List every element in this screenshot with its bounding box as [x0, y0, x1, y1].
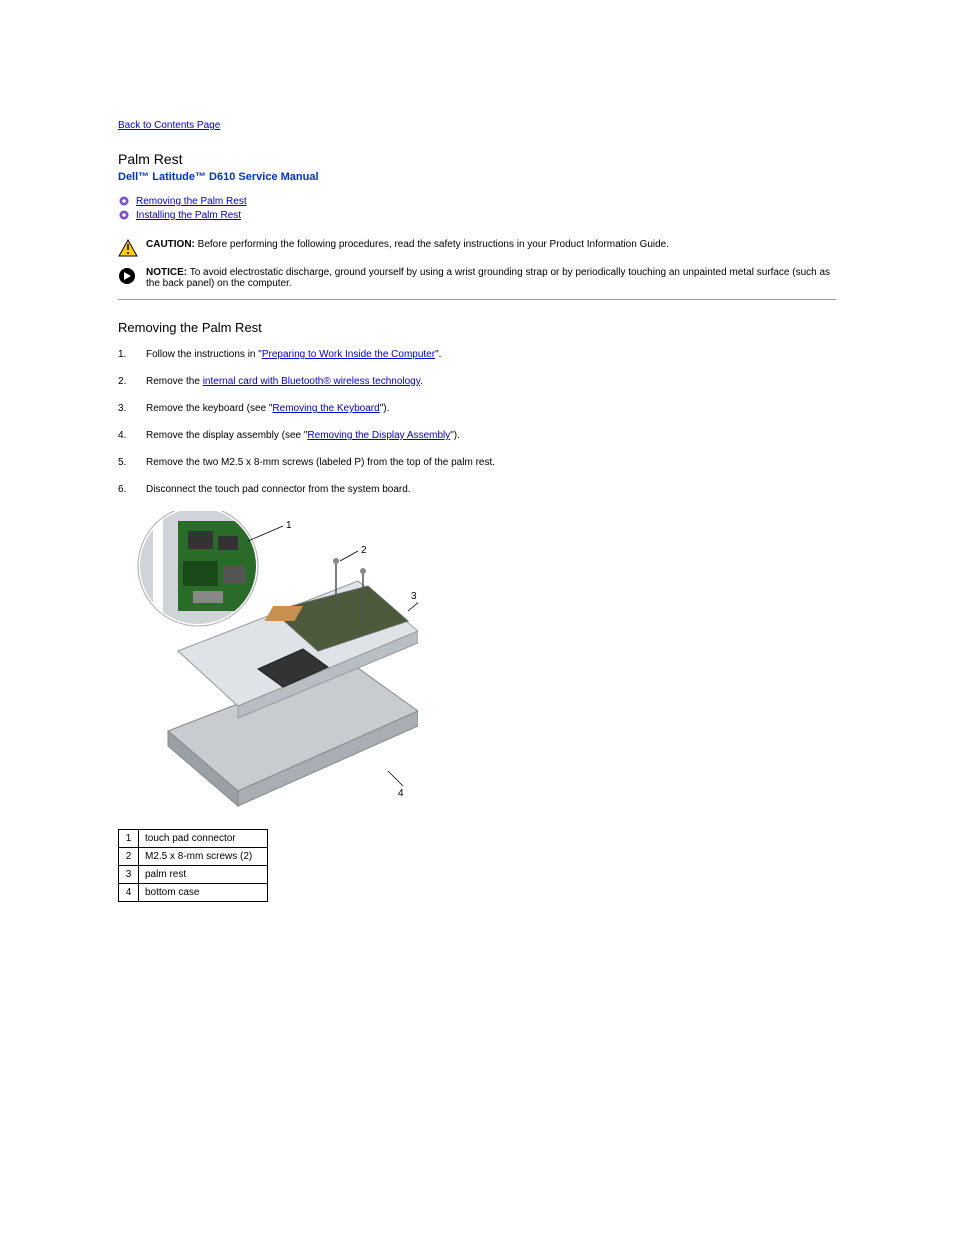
step-item: Follow the instructions in "Preparing to… — [118, 349, 836, 360]
svg-text:4: 4 — [398, 788, 404, 799]
table-row: 4 bottom case — [119, 884, 268, 902]
step-item: Remove the two M2.5 x 8-mm screws (label… — [118, 457, 836, 468]
page-title: Palm Rest — [118, 151, 836, 167]
removing-palm-rest-link[interactable]: Removing the Palm Rest — [136, 196, 247, 207]
section-link-list: Removing the Palm Rest Installing the Pa… — [118, 195, 836, 221]
step-link[interactable]: Preparing to Work Inside the Computer — [262, 349, 435, 360]
list-item: Removing the Palm Rest — [118, 195, 836, 207]
caution-notice: CAUTION: Before performing the following… — [118, 239, 836, 257]
svg-text:1: 1 — [286, 520, 292, 531]
step-link[interactable]: Removing the Keyboard — [272, 403, 379, 414]
palm-rest-diagram: 1 2 3 4 — [118, 511, 418, 811]
legend-label: M2.5 x 8-mm screws (2) — [139, 848, 268, 866]
table-row: 3 palm rest — [119, 866, 268, 884]
step-item: Remove the keyboard (see "Removing the K… — [118, 403, 836, 414]
notice-icon — [118, 267, 138, 285]
svg-text:3: 3 — [411, 591, 417, 602]
table-row: 1 touch pad connector — [119, 830, 268, 848]
installing-palm-rest-link[interactable]: Installing the Palm Rest — [136, 210, 241, 221]
legend-num: 3 — [119, 866, 139, 884]
legend-label: bottom case — [139, 884, 268, 902]
caution-body: Before performing the following procedur… — [195, 239, 669, 250]
step-link[interactable]: Removing the Display Assembly — [307, 430, 450, 441]
legend-table: 1 touch pad connector 2 M2.5 x 8-mm scre… — [118, 829, 268, 902]
back-to-contents-link[interactable]: Back to Contents Page — [118, 120, 836, 131]
step-item: Remove the display assembly (see "Removi… — [118, 430, 836, 441]
svg-text:2: 2 — [361, 545, 367, 556]
notice-body: To avoid electrostatic discharge, ground… — [146, 267, 830, 289]
step-item: Remove the internal card with Bluetooth®… — [118, 376, 836, 387]
divider — [118, 299, 836, 300]
list-item: Installing the Palm Rest — [118, 209, 836, 221]
legend-num: 4 — [119, 884, 139, 902]
legend-label: touch pad connector — [139, 830, 268, 848]
notice-block: NOTICE: To avoid electrostatic discharge… — [118, 267, 836, 289]
legend-num: 2 — [119, 848, 139, 866]
step-link[interactable]: internal card with Bluetooth® wireless t… — [203, 376, 420, 387]
table-row: 2 M2.5 x 8-mm screws (2) — [119, 848, 268, 866]
caution-icon — [118, 239, 138, 257]
caution-label: CAUTION: — [146, 239, 195, 250]
bullet-icon — [118, 209, 130, 221]
notice-label: NOTICE: — [146, 267, 187, 278]
caution-text: CAUTION: Before performing the following… — [146, 239, 836, 250]
bullet-icon — [118, 195, 130, 207]
manual-subtitle: Dell™ Latitude™ D610 Service Manual — [118, 171, 836, 183]
steps-list: Follow the instructions in "Preparing to… — [118, 349, 836, 495]
section-heading: Removing the Palm Rest — [118, 320, 836, 335]
legend-num: 1 — [119, 830, 139, 848]
legend-label: palm rest — [139, 866, 268, 884]
notice-text: NOTICE: To avoid electrostatic discharge… — [146, 267, 836, 289]
step-item: Disconnect the touch pad connector from … — [118, 484, 836, 495]
